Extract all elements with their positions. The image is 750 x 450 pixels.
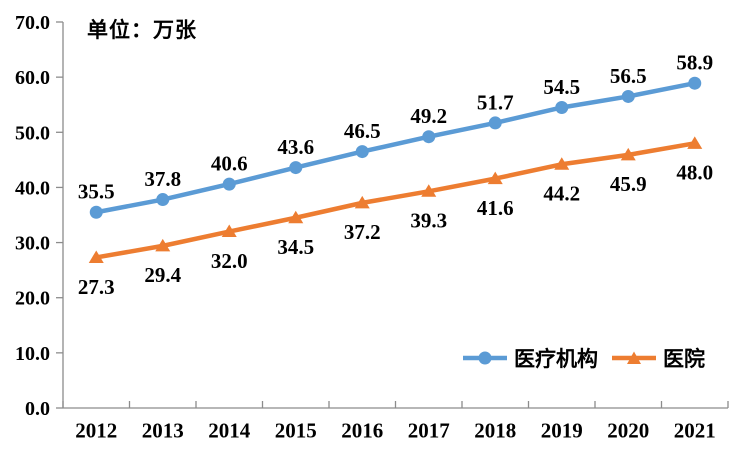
data-point-triangle	[487, 171, 503, 185]
legend-line-triangle-icon	[612, 351, 656, 364]
data-point-circle	[222, 177, 236, 191]
legend-label-hospitals: 医院	[663, 347, 705, 371]
data-point-triangle	[155, 238, 171, 252]
data-point-triangle	[554, 157, 570, 170]
data-label: 45.9	[610, 172, 647, 196]
data-label: 46.5	[344, 119, 381, 143]
x-tick-label: 2020	[607, 418, 649, 442]
data-point-circle	[488, 116, 502, 130]
x-tick-label: 2017	[408, 418, 450, 442]
y-tick-label: 70.0	[15, 12, 50, 34]
legend-item-hospitals: 医院	[611, 343, 705, 373]
data-label: 43.6	[277, 135, 314, 159]
legend-label-medical-institutions: 医疗机构	[514, 347, 598, 371]
data-point-triangle	[620, 147, 636, 161]
data-point-circle	[621, 89, 635, 103]
chart-legend: 医疗机构 医院	[462, 343, 705, 373]
data-label: 54.5	[543, 75, 580, 99]
data-point-circle	[555, 100, 569, 114]
x-tick-label: 2014	[208, 418, 251, 442]
data-point-triangle	[288, 210, 304, 224]
series-line-0	[94, 80, 697, 215]
data-label: 35.5	[78, 180, 115, 204]
data-point-triangle	[421, 184, 437, 197]
y-tick-label: 0.0	[25, 398, 50, 420]
data-label: 34.5	[277, 235, 314, 259]
x-tick-label: 2012	[75, 418, 117, 442]
data-label: 37.2	[344, 220, 381, 244]
data-label: 29.4	[144, 263, 181, 287]
y-tick-label: 30.0	[15, 233, 50, 255]
data-point-triangle	[88, 250, 104, 263]
data-point-circle	[688, 76, 702, 90]
y-tick-label: 40.0	[15, 177, 50, 199]
data-label: 32.0	[211, 249, 248, 273]
y-tick-label: 60.0	[15, 67, 50, 89]
y-tick-label: 20.0	[15, 288, 50, 310]
data-label: 39.3	[410, 209, 447, 233]
data-label: 44.2	[543, 182, 580, 206]
data-point-circle	[289, 161, 303, 175]
data-label: 48.0	[676, 161, 713, 185]
x-tick-label: 2018	[474, 418, 516, 442]
series-line-1	[94, 141, 697, 260]
legend-line-circle-icon	[463, 351, 507, 365]
x-tick-label: 2013	[142, 418, 184, 442]
y-tick-label: 10.0	[15, 343, 50, 365]
x-tick-label: 2021	[674, 418, 716, 442]
data-label: 56.5	[610, 64, 647, 88]
x-tick-label: 2015	[275, 418, 317, 442]
y-tick-label: 50.0	[15, 122, 50, 144]
unit-label: 单位：万张	[87, 18, 197, 42]
data-label: 41.6	[477, 196, 514, 220]
data-label: 37.8	[144, 167, 181, 191]
data-label: 27.3	[78, 275, 115, 299]
data-point-circle	[355, 145, 369, 159]
data-point-circle	[89, 205, 103, 219]
data-label: 40.6	[211, 151, 248, 175]
data-point-triangle	[221, 224, 237, 238]
data-point-circle	[156, 193, 170, 207]
data-label: 58.9	[676, 51, 713, 75]
data-label: 51.7	[477, 90, 514, 114]
data-point-circle	[422, 130, 436, 144]
x-tick-label: 2019	[541, 418, 583, 442]
data-label: 49.2	[410, 104, 447, 128]
data-point-triangle	[687, 136, 703, 149]
legend-item-medical-institutions: 医疗机构	[462, 343, 598, 373]
x-tick-label: 2016	[341, 418, 383, 442]
data-point-triangle	[354, 195, 370, 209]
